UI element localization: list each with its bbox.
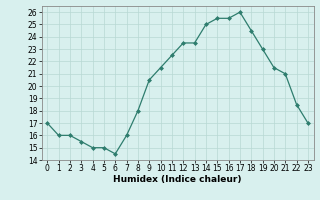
X-axis label: Humidex (Indice chaleur): Humidex (Indice chaleur) bbox=[113, 175, 242, 184]
